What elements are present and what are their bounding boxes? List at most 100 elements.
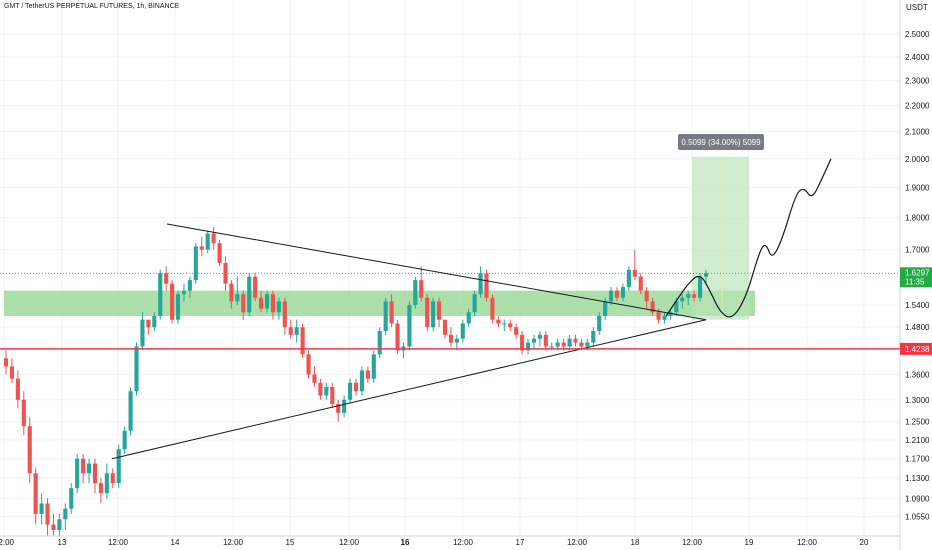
candle bbox=[336, 399, 341, 422]
price-axis[interactable]: 2.5000 2.4000 2.3000 2.2000 2.1000 2.0000 1.90… bbox=[905, 30, 930, 522]
candle bbox=[644, 287, 649, 309]
candle bbox=[63, 503, 68, 530]
candle bbox=[312, 366, 317, 387]
candle bbox=[247, 273, 252, 316]
candle bbox=[170, 280, 175, 324]
price-tick-label: 1.0900 bbox=[905, 494, 930, 503]
candle bbox=[181, 283, 187, 302]
time-tick-label: 12:00 bbox=[682, 538, 703, 547]
candle bbox=[146, 319, 151, 335]
candle bbox=[318, 378, 323, 400]
time-tick-label: 15 bbox=[286, 538, 295, 547]
candle bbox=[33, 468, 38, 525]
projection-label: 0.5099 (34.00%) 5099 bbox=[678, 134, 764, 150]
price-tick-label: 2.0000 bbox=[905, 155, 930, 164]
price-tick-label: 1.0550 bbox=[905, 513, 930, 522]
time-tick-label: 20 bbox=[860, 538, 869, 547]
currency-label: USDT bbox=[906, 3, 928, 12]
candle bbox=[223, 256, 228, 291]
price-tick-label: 1.8000 bbox=[905, 214, 930, 223]
candle bbox=[104, 463, 109, 499]
projection-label-text: 0.5099 (34.00%) 5099 bbox=[681, 138, 761, 147]
time-tick-label: 17 bbox=[516, 538, 525, 547]
resistance-zone bbox=[4, 290, 755, 316]
candle bbox=[460, 319, 465, 343]
candle bbox=[51, 513, 56, 536]
candle bbox=[626, 266, 631, 291]
price-tick-label: 1.3600 bbox=[905, 371, 930, 380]
candle bbox=[9, 358, 14, 383]
price-tick-label: 1.5400 bbox=[905, 301, 930, 310]
candle bbox=[110, 468, 115, 489]
price-tick-label: 1.1700 bbox=[905, 455, 930, 464]
candle bbox=[620, 283, 626, 302]
candle bbox=[448, 327, 453, 347]
candle bbox=[175, 290, 181, 324]
bar-countdown: 11:35 bbox=[905, 277, 925, 286]
candle bbox=[253, 273, 258, 302]
candle bbox=[241, 290, 246, 320]
price-tick-label: 1.2100 bbox=[905, 436, 930, 445]
time-tick-label: 12:00 bbox=[108, 538, 129, 547]
price-tick-label: 2.2000 bbox=[905, 101, 930, 110]
candle bbox=[543, 331, 548, 351]
candle bbox=[116, 444, 121, 489]
candle bbox=[537, 331, 542, 347]
candle bbox=[531, 334, 537, 351]
candle bbox=[199, 236, 204, 257]
candle bbox=[650, 297, 655, 316]
price-tick-label: 1.7000 bbox=[905, 246, 930, 255]
time-tick-label: 12:00 bbox=[453, 538, 474, 547]
time-tick-label: 18 bbox=[631, 538, 640, 547]
candle bbox=[478, 266, 483, 298]
lower-trendline bbox=[111, 319, 707, 460]
candle bbox=[419, 266, 424, 302]
price-tick-label: 1.9000 bbox=[905, 183, 930, 192]
candle bbox=[45, 498, 50, 536]
candle bbox=[81, 453, 86, 484]
candle bbox=[235, 276, 240, 305]
candle bbox=[638, 273, 643, 295]
last-price-label-bg bbox=[900, 267, 932, 288]
time-axis[interactable]: 12:00 13 12:00 14 12:00 15 12:00 16 12:00 17 12:00… bbox=[0, 538, 869, 547]
candle bbox=[288, 319, 293, 339]
candle bbox=[454, 334, 459, 351]
candle bbox=[86, 458, 92, 484]
support-price-value: 1.4238 bbox=[905, 345, 930, 354]
price-tick-label: 1.1300 bbox=[905, 474, 930, 483]
candle bbox=[134, 342, 139, 396]
support-price-label: 1.4238 bbox=[900, 342, 932, 355]
candle bbox=[632, 249, 637, 281]
candle bbox=[359, 366, 364, 396]
price-tick-label: 1.4800 bbox=[905, 323, 930, 332]
candle bbox=[431, 297, 436, 332]
candle bbox=[57, 513, 62, 536]
candle bbox=[614, 287, 620, 302]
candle bbox=[490, 294, 495, 324]
candle bbox=[591, 327, 596, 347]
time-tick-label: 16 bbox=[401, 538, 410, 547]
grid bbox=[0, 0, 900, 536]
candle bbox=[353, 378, 359, 396]
time-tick-label: 12:00 bbox=[339, 538, 360, 547]
candle bbox=[140, 312, 145, 351]
candle bbox=[69, 483, 74, 514]
time-tick-label: 12:00 bbox=[223, 538, 244, 547]
candle bbox=[164, 266, 169, 291]
candle bbox=[407, 301, 412, 351]
candle bbox=[39, 493, 44, 525]
candle bbox=[698, 273, 703, 302]
candle bbox=[158, 269, 163, 320]
candle bbox=[294, 319, 299, 343]
candle bbox=[514, 323, 519, 339]
candle bbox=[496, 315, 501, 328]
candle bbox=[229, 280, 234, 309]
candle bbox=[270, 290, 276, 320]
upper-trendline bbox=[166, 223, 707, 321]
candle bbox=[508, 319, 513, 332]
candle bbox=[442, 319, 448, 339]
candle bbox=[703, 269, 709, 284]
projection-label-bg bbox=[678, 134, 764, 150]
price-tick-label: 2.1000 bbox=[905, 127, 930, 136]
